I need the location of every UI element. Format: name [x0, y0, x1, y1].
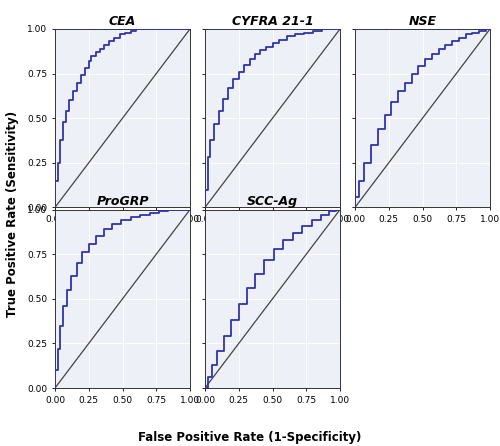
Title: CEA: CEA [109, 15, 136, 28]
Title: CYFRA 21-1: CYFRA 21-1 [232, 15, 314, 28]
Title: ProGRP: ProGRP [96, 195, 149, 208]
Text: True Positive Rate (Sensitivity): True Positive Rate (Sensitivity) [6, 111, 19, 317]
Text: False Positive Rate (1-Specificity): False Positive Rate (1-Specificity) [138, 430, 362, 444]
Title: SCC-Ag: SCC-Ag [247, 195, 298, 208]
Title: NSE: NSE [408, 15, 436, 28]
